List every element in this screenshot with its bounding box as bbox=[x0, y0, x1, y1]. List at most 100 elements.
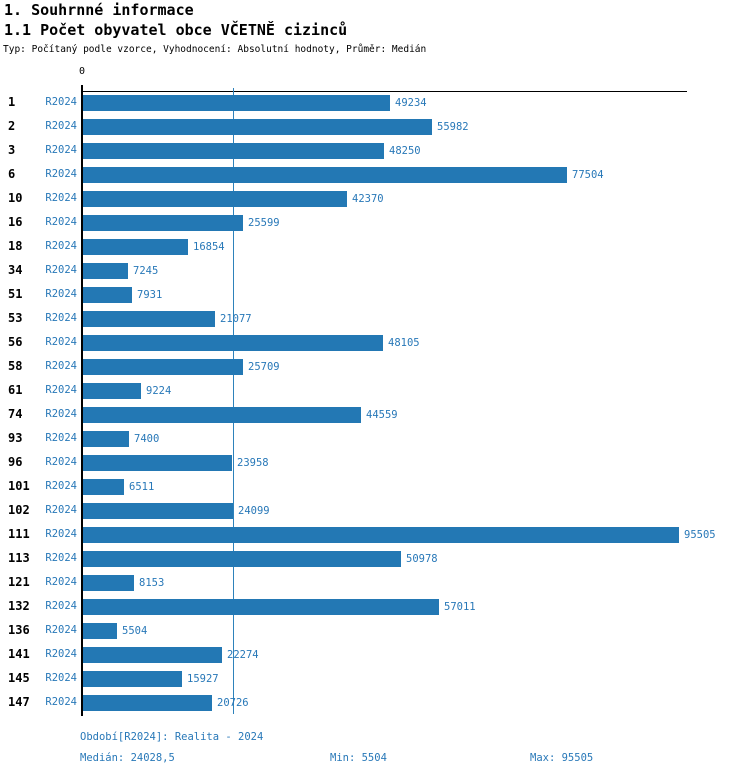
category-label: 145 bbox=[8, 671, 30, 685]
category-label: 10 bbox=[8, 191, 23, 205]
bar-value-label: 25709 bbox=[248, 361, 280, 373]
bar-value-label: 25599 bbox=[248, 217, 280, 229]
bar-value-label: 22274 bbox=[227, 649, 259, 661]
chart-row: 77504 bbox=[83, 167, 604, 183]
series-label: R2024 bbox=[45, 120, 77, 132]
bar-value-label: 8153 bbox=[139, 577, 165, 589]
label-row: 74 R2024 bbox=[0, 406, 83, 422]
bar bbox=[83, 239, 188, 255]
bar bbox=[83, 215, 243, 231]
category-label: 121 bbox=[8, 575, 30, 589]
bar-value-label: 42370 bbox=[352, 193, 384, 205]
series-label: R2024 bbox=[45, 336, 77, 348]
bar bbox=[83, 191, 347, 207]
bar-value-label: 21077 bbox=[220, 313, 252, 325]
chart-row: 57011 bbox=[83, 599, 476, 615]
label-row: 147 R2024 bbox=[0, 694, 83, 710]
label-row: 2 R2024 bbox=[0, 118, 83, 134]
chart-row: 25599 bbox=[83, 215, 280, 231]
series-label: R2024 bbox=[45, 216, 77, 228]
bar-value-label: 15927 bbox=[187, 673, 219, 685]
chart-row: 42370 bbox=[83, 191, 384, 207]
label-row: 132 R2024 bbox=[0, 598, 83, 614]
category-label: 1 bbox=[8, 95, 16, 109]
series-label: R2024 bbox=[45, 192, 77, 204]
chart-row: 25709 bbox=[83, 359, 280, 375]
series-label: R2024 bbox=[45, 264, 77, 276]
series-label: R2024 bbox=[45, 408, 77, 420]
bar-value-label: 7245 bbox=[133, 265, 159, 277]
category-label: 34 bbox=[8, 263, 23, 277]
series-label: R2024 bbox=[45, 672, 77, 684]
series-label: R2024 bbox=[45, 456, 77, 468]
chart-row: 15927 bbox=[83, 671, 219, 687]
category-label: 132 bbox=[8, 599, 30, 613]
category-label: 102 bbox=[8, 503, 30, 517]
axis-zero-label: 0 bbox=[79, 66, 86, 77]
bar bbox=[83, 383, 141, 399]
category-label: 111 bbox=[8, 527, 30, 541]
series-label: R2024 bbox=[45, 600, 77, 612]
category-label: 53 bbox=[8, 311, 23, 325]
chart-row: 8153 bbox=[83, 575, 164, 591]
series-label: R2024 bbox=[45, 288, 77, 300]
bar-value-label: 6511 bbox=[129, 481, 155, 493]
bar-value-label: 50978 bbox=[406, 553, 438, 565]
chart-row: 7400 bbox=[83, 431, 159, 447]
bar bbox=[83, 167, 567, 183]
category-label: 56 bbox=[8, 335, 23, 349]
bar-value-label: 57011 bbox=[444, 601, 476, 613]
bar bbox=[83, 311, 215, 327]
category-label: 113 bbox=[8, 551, 30, 565]
bar bbox=[83, 599, 439, 615]
bar-value-label: 23958 bbox=[237, 457, 269, 469]
bar-value-label: 49234 bbox=[395, 97, 427, 109]
category-label: 101 bbox=[8, 479, 30, 493]
label-row: 58 R2024 bbox=[0, 358, 83, 374]
series-label: R2024 bbox=[45, 480, 77, 492]
bar-value-label: 7931 bbox=[137, 289, 163, 301]
series-label: R2024 bbox=[45, 504, 77, 516]
series-label: R2024 bbox=[45, 144, 77, 156]
bar bbox=[83, 671, 182, 687]
chart-title: 1.1 Počet obyvatel obce VČETNĚ cizinců bbox=[4, 21, 348, 39]
bar-value-label: 9224 bbox=[146, 385, 172, 397]
plot-area: 49234 55982 48250 77504 42370 25599 16854 7245 7… bbox=[81, 85, 716, 716]
label-row: 102 R2024 bbox=[0, 502, 83, 518]
bar bbox=[83, 551, 401, 567]
bar-value-label: 5504 bbox=[122, 625, 148, 637]
chart-row: 48250 bbox=[83, 143, 421, 159]
footer-period: Období[R2024]: Realita - 2024 bbox=[80, 731, 264, 743]
label-row: 96 R2024 bbox=[0, 454, 83, 470]
bar-value-label: 95505 bbox=[684, 529, 716, 541]
bar bbox=[83, 335, 383, 351]
label-row: 18 R2024 bbox=[0, 238, 83, 254]
label-row: 136 R2024 bbox=[0, 622, 83, 638]
bar bbox=[83, 503, 233, 519]
chart-row: 44559 bbox=[83, 407, 398, 423]
label-row: 10 R2024 bbox=[0, 190, 83, 206]
bar bbox=[83, 623, 117, 639]
chart-row: 16854 bbox=[83, 239, 225, 255]
label-row: 101 R2024 bbox=[0, 478, 83, 494]
category-label: 93 bbox=[8, 431, 23, 445]
chart-row: 5504 bbox=[83, 623, 147, 639]
label-row: 111 R2024 bbox=[0, 526, 83, 542]
category-label: 18 bbox=[8, 239, 23, 253]
section-title: 1. Souhrnné informace bbox=[4, 1, 194, 19]
footer-max: Max: 95505 bbox=[530, 752, 594, 764]
label-row: 113 R2024 bbox=[0, 550, 83, 566]
bar-value-label: 48105 bbox=[388, 337, 420, 349]
label-row: 1 R2024 bbox=[0, 94, 83, 110]
series-label: R2024 bbox=[45, 168, 77, 180]
chart-row: 20726 bbox=[83, 695, 249, 711]
category-label: 136 bbox=[8, 623, 30, 637]
bar-value-label: 48250 bbox=[389, 145, 421, 157]
series-label: R2024 bbox=[45, 552, 77, 564]
label-row: 6 R2024 bbox=[0, 166, 83, 182]
chart-row: 22274 bbox=[83, 647, 259, 663]
bar bbox=[83, 263, 128, 279]
bar-value-label: 77504 bbox=[572, 169, 604, 181]
series-label: R2024 bbox=[45, 432, 77, 444]
